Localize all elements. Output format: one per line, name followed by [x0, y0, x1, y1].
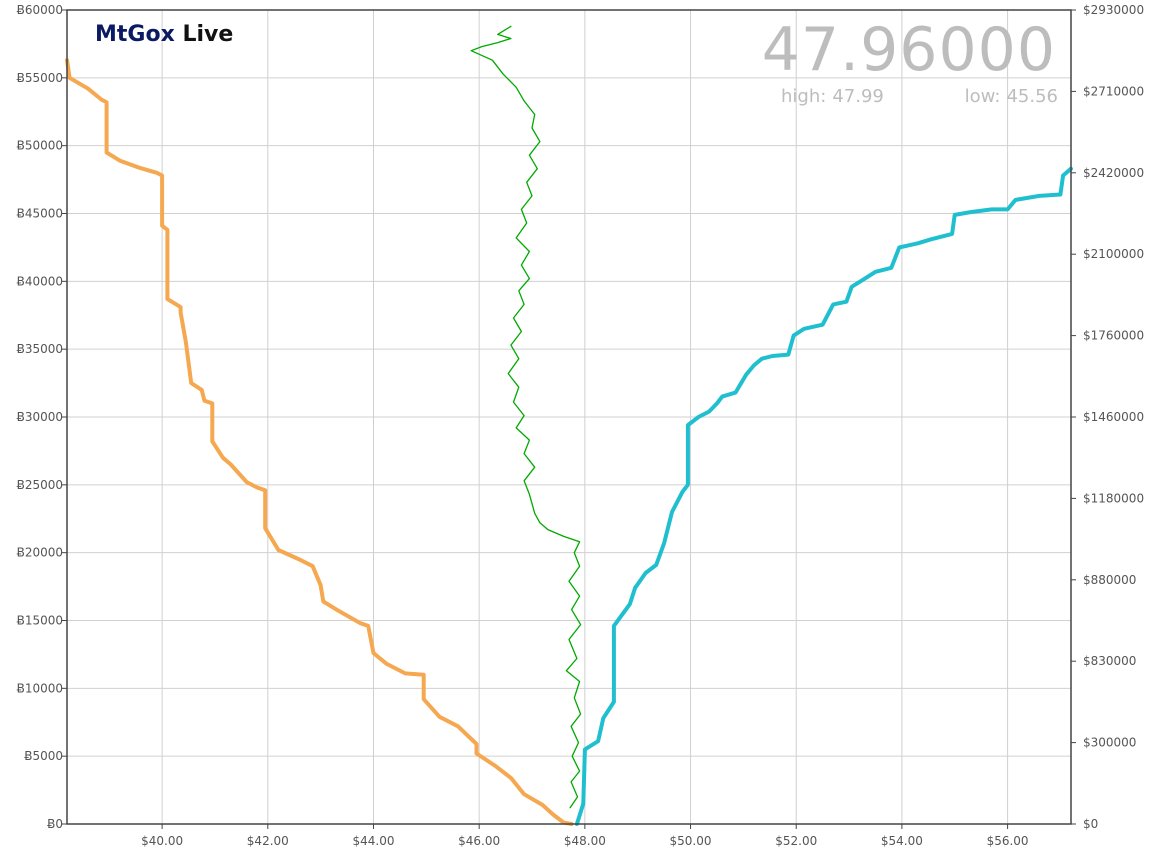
bids-line: [65, 58, 574, 826]
x-tick-label: $50.00: [670, 834, 712, 848]
y-left-tick-label: Ƀ0: [47, 817, 63, 831]
asks-line: [574, 166, 1073, 826]
low-value: 45.56: [1006, 86, 1058, 107]
grid-lines: [67, 10, 1071, 824]
y-axis-right-labels: $0 $300000 $830000 $880000 $1180000 $1460000 $…: [1083, 3, 1144, 831]
x-tick-label: $40.00: [141, 834, 183, 848]
y-left-tick-label: Ƀ20000: [17, 546, 63, 560]
y-left-tick-label: Ƀ40000: [17, 274, 63, 288]
x-tick-label: $44.00: [352, 834, 394, 848]
x-tick-label: $46.00: [458, 834, 500, 848]
low-label: low:: [964, 86, 1001, 107]
x-tick-label: $56.00: [987, 834, 1029, 848]
y-right-tick-label: $2100000: [1083, 247, 1144, 261]
price-line: [470, 25, 582, 809]
y-left-tick-label: Ƀ25000: [17, 478, 63, 492]
y-right-tick-label: $1180000: [1083, 491, 1144, 505]
y-left-tick-label: Ƀ60000: [17, 3, 63, 17]
series-lines: [65, 25, 1073, 826]
y-left-tick-label: Ƀ5000: [24, 749, 63, 763]
y-left-tick-label: Ƀ45000: [17, 207, 63, 221]
y-left-tick-label: Ƀ50000: [17, 139, 63, 153]
y-right-tick-label: $0: [1083, 817, 1098, 831]
y-right-tick-label: $1460000: [1083, 410, 1144, 424]
x-axis-labels: $40.00 $42.00 $44.00 $46.00 $48.00 $50.00 $52.…: [141, 834, 1028, 848]
y-right-tick-label: $2420000: [1083, 166, 1144, 180]
y-axis-left-labels: Ƀ0 Ƀ5000 Ƀ10000 Ƀ15000 Ƀ20000 Ƀ25000 Ƀ30000 Ƀ35…: [17, 3, 63, 831]
brand-live: Live: [182, 22, 234, 47]
y-left-tick-label: Ƀ30000: [17, 410, 63, 424]
plot-frame: [66, 9, 1072, 825]
low-readout: low: 45.56: [965, 86, 1058, 107]
y-left-tick-label: Ƀ35000: [17, 342, 63, 356]
brand-title: MtGox Live: [95, 22, 233, 47]
y-left-tick-label: Ƀ55000: [17, 71, 63, 85]
y-right-tick-label: $2710000: [1083, 84, 1144, 98]
x-tick-label: $52.00: [775, 834, 817, 848]
y-right-tick-label: $830000: [1083, 654, 1136, 668]
last-price: 47.96000: [761, 15, 1056, 85]
y-right-tick-label: $2930000: [1083, 3, 1144, 17]
brand-mtgox: MtGox: [95, 22, 175, 47]
x-tick-label: $42.00: [247, 834, 289, 848]
x-tick-label: $48.00: [564, 834, 606, 848]
y-left-tick-label: Ƀ10000: [17, 681, 63, 695]
high-readout: high: 47.99: [781, 86, 884, 107]
high-value: 47.99: [832, 86, 884, 107]
y-right-tick-label: $300000: [1083, 736, 1136, 750]
y-left-tick-label: Ƀ15000: [17, 614, 63, 628]
y-right-tick-label: $880000: [1083, 573, 1136, 587]
x-tick-label: $54.00: [881, 834, 923, 848]
high-label: high:: [781, 86, 827, 107]
y-right-tick-label: $1760000: [1083, 329, 1144, 343]
axis-ticks: [62, 9, 1076, 829]
